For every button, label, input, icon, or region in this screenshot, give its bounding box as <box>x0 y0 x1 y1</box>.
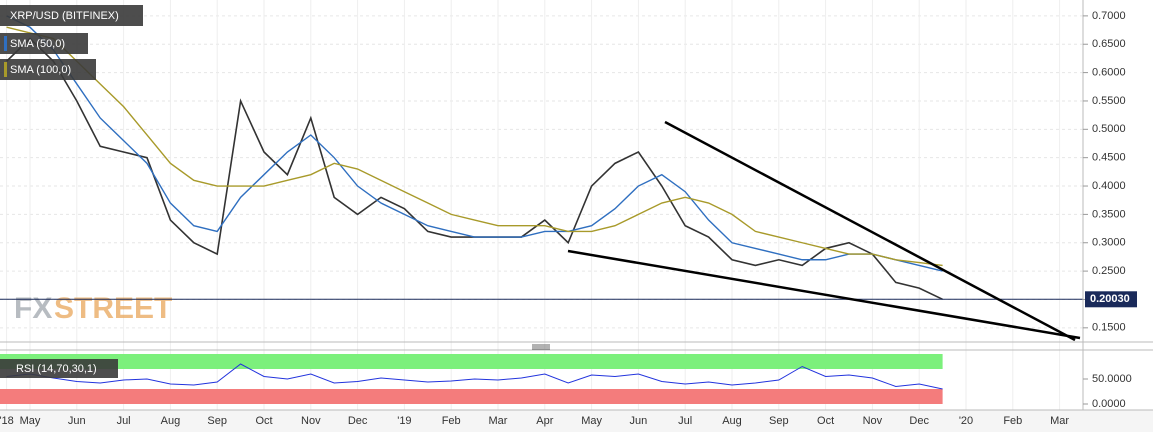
resize-handle[interactable] <box>532 344 550 350</box>
x-tick-label: Aug <box>722 415 742 427</box>
x-tick-label: Nov <box>301 415 321 427</box>
legend-swatch <box>4 36 7 51</box>
legend-box <box>0 33 88 54</box>
y-tick-label: 0.4500 <box>1092 152 1126 164</box>
price-panel <box>0 0 1083 342</box>
legend-box <box>0 59 96 80</box>
rsi-tick-label: 50.0000 <box>1092 373 1132 385</box>
x-tick-label: Jul <box>117 415 131 427</box>
last-price-label: 0.20030 <box>1090 293 1130 305</box>
x-tick-label: Sep <box>207 415 227 427</box>
x-tick-label: Jun <box>630 415 648 427</box>
x-tick-label: Aug <box>161 415 181 427</box>
x-tick-label: Nov <box>863 415 883 427</box>
x-axis-bar <box>0 410 1153 432</box>
x-tick-label: Oct <box>255 415 272 427</box>
rsi-zones <box>0 354 943 404</box>
overbought-zone <box>0 354 943 369</box>
x-tick-label: Apr <box>536 415 553 427</box>
watermark-text: FX <box>14 292 52 325</box>
series-line <box>6 15 943 272</box>
rsi-line <box>6 363 943 390</box>
x-tick-label: May <box>20 415 41 427</box>
x-tick-label: Feb <box>1003 415 1022 427</box>
x-tick-label: Jun <box>68 415 86 427</box>
lower-trendline <box>567 249 1081 340</box>
y-tick-label: 0.3500 <box>1092 208 1126 220</box>
x-tick-label: '18 <box>0 415 14 427</box>
y-tick-label: 0.6000 <box>1092 67 1126 79</box>
x-tick-label: '19 <box>397 415 411 427</box>
y-tick-label: 0.3000 <box>1092 237 1126 249</box>
x-tick-label: Feb <box>442 415 461 427</box>
oversold-zone <box>0 389 943 404</box>
y-tick-label: 0.7000 <box>1092 10 1126 22</box>
legend-label: SMA (100,0) <box>10 64 71 76</box>
legend: XRP/USD (BITFINEX) SMA (50,0) SMA (100,0) R… <box>0 5 143 378</box>
y-tick-label: 0.2500 <box>1092 265 1126 277</box>
plot <box>0 15 1083 390</box>
x-tick-label: Jul <box>678 415 692 427</box>
y-tick-label: 0.5000 <box>1092 123 1126 135</box>
axes: 0.7000 0.6500 0.6000 0.5500 0.5000 0.4500 0.40… <box>0 10 1137 427</box>
x-tick-label: Oct <box>817 415 834 427</box>
y-tick-label: 0.6500 <box>1092 38 1126 50</box>
x-tick-label: '20 <box>959 415 973 427</box>
series-line <box>6 26 943 267</box>
y-tick-label: 0.5500 <box>1092 95 1126 107</box>
y-tick-label: 0.1500 <box>1092 322 1126 334</box>
x-tick-label: Mar <box>489 415 508 427</box>
legend-box <box>0 5 143 26</box>
x-tick-label: Dec <box>909 415 929 427</box>
y-tick-label: 0.4000 <box>1092 180 1126 192</box>
last-price-box <box>1085 291 1137 308</box>
x-tick-label: Mar <box>1050 415 1069 427</box>
legend-label: XRP/USD (BITFINEX) <box>10 10 119 22</box>
legend-label: RSI (14,70,30,1) <box>16 363 97 375</box>
legend-box <box>0 359 118 378</box>
legend-label: SMA (50,0) <box>10 38 65 50</box>
x-tick-label: May <box>581 415 602 427</box>
watermark-text: STREET <box>54 292 172 325</box>
rsi-tick-label: 0.0000 <box>1092 398 1126 410</box>
legend-swatch <box>4 62 7 77</box>
watermark: FX STREET <box>14 292 172 325</box>
upper-trendline <box>664 120 1076 342</box>
x-tick-label: Sep <box>769 415 789 427</box>
x-tick-label: Dec <box>348 415 368 427</box>
